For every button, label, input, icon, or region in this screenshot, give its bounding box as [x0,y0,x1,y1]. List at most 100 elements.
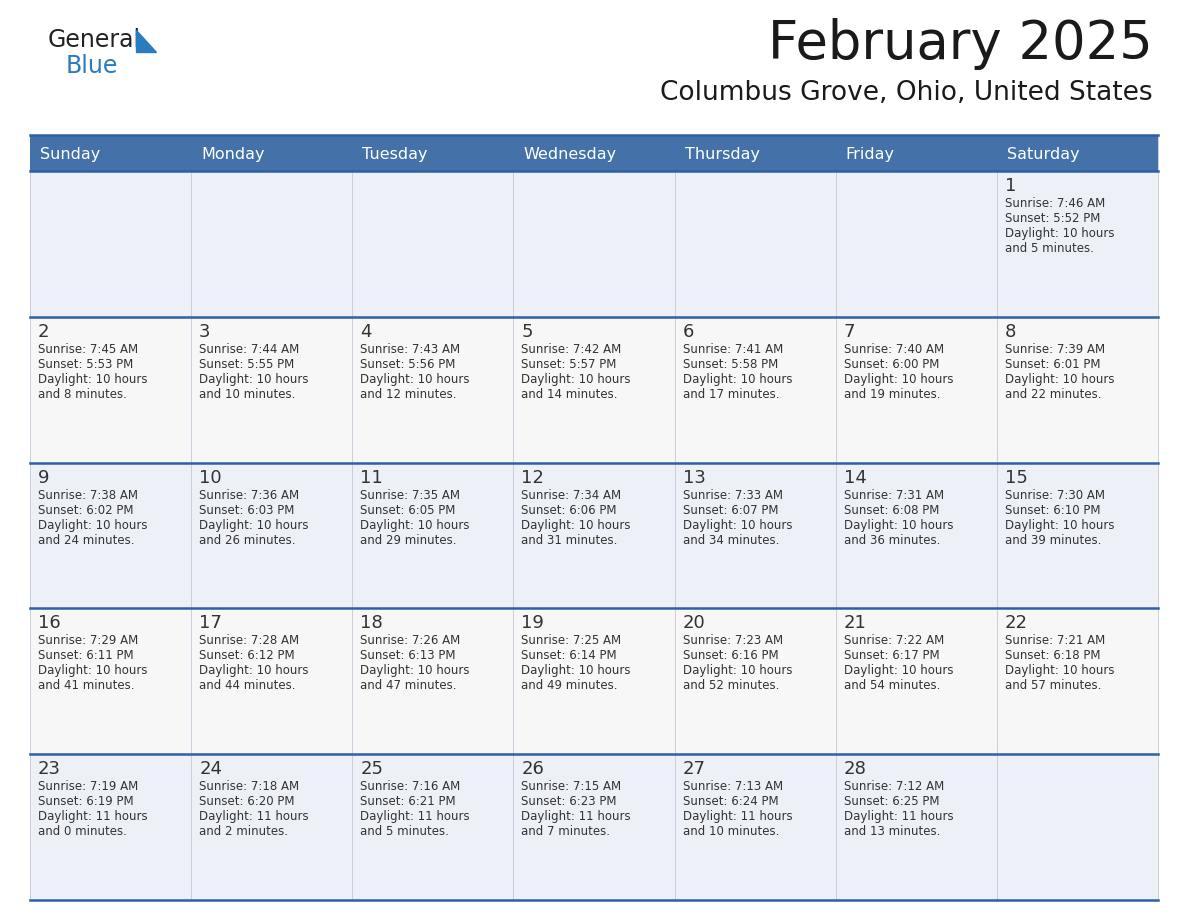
Text: and 47 minutes.: and 47 minutes. [360,679,456,692]
Text: Daylight: 10 hours: Daylight: 10 hours [522,373,631,386]
Text: Sunset: 6:21 PM: Sunset: 6:21 PM [360,795,456,808]
Bar [30,135,1158,171]
Text: Sunrise: 7:30 AM: Sunrise: 7:30 AM [1005,488,1105,501]
Text: Sunrise: 7:41 AM: Sunrise: 7:41 AM [683,342,783,356]
Text: Sunset: 5:58 PM: Sunset: 5:58 PM [683,358,778,371]
Text: Daylight: 10 hours: Daylight: 10 hours [843,665,953,677]
Text: Daylight: 11 hours: Daylight: 11 hours [360,811,470,823]
Text: General: General [48,28,141,52]
Text: Daylight: 10 hours: Daylight: 10 hours [38,519,147,532]
Text: Sunrise: 7:18 AM: Sunrise: 7:18 AM [200,780,299,793]
Text: Sunset: 6:20 PM: Sunset: 6:20 PM [200,795,295,808]
Text: and 13 minutes.: and 13 minutes. [843,825,940,838]
Bar [30,463,1158,609]
Text: and 29 minutes.: and 29 minutes. [360,533,456,546]
Text: and 14 minutes.: and 14 minutes. [522,387,618,401]
Text: 13: 13 [683,468,706,487]
Text: 15: 15 [1005,468,1028,487]
Text: Sunset: 5:55 PM: Sunset: 5:55 PM [200,358,295,371]
Text: Daylight: 10 hours: Daylight: 10 hours [1005,519,1114,532]
Text: and 36 minutes.: and 36 minutes. [843,533,940,546]
Text: 11: 11 [360,468,383,487]
Text: Daylight: 11 hours: Daylight: 11 hours [522,811,631,823]
Text: Sunrise: 7:28 AM: Sunrise: 7:28 AM [200,634,299,647]
Text: Columbus Grove, Ohio, United States: Columbus Grove, Ohio, United States [661,80,1154,106]
Text: Thursday: Thursday [684,147,759,162]
Text: Sunrise: 7:34 AM: Sunrise: 7:34 AM [522,488,621,501]
Text: Sunset: 6:08 PM: Sunset: 6:08 PM [843,504,939,517]
Text: and 12 minutes.: and 12 minutes. [360,387,456,401]
Text: Sunset: 6:17 PM: Sunset: 6:17 PM [843,649,940,663]
Text: and 17 minutes.: and 17 minutes. [683,387,779,401]
Text: 14: 14 [843,468,866,487]
Text: Friday: Friday [846,147,895,162]
Text: Daylight: 10 hours: Daylight: 10 hours [200,519,309,532]
Text: Sunset: 5:53 PM: Sunset: 5:53 PM [38,358,133,371]
Text: and 0 minutes.: and 0 minutes. [38,825,127,838]
Text: and 10 minutes.: and 10 minutes. [683,825,779,838]
Text: Sunrise: 7:45 AM: Sunrise: 7:45 AM [38,342,138,356]
Text: Daylight: 10 hours: Daylight: 10 hours [843,519,953,532]
Text: 23: 23 [38,760,61,778]
Text: Sunset: 6:25 PM: Sunset: 6:25 PM [843,795,940,808]
Text: and 41 minutes.: and 41 minutes. [38,679,134,692]
Text: 16: 16 [38,614,61,633]
Text: Sunset: 5:57 PM: Sunset: 5:57 PM [522,358,617,371]
Text: Sunset: 6:13 PM: Sunset: 6:13 PM [360,649,456,663]
Text: Sunrise: 7:23 AM: Sunrise: 7:23 AM [683,634,783,647]
Text: 12: 12 [522,468,544,487]
Text: Sunrise: 7:12 AM: Sunrise: 7:12 AM [843,780,944,793]
Text: Sunrise: 7:43 AM: Sunrise: 7:43 AM [360,342,461,356]
Text: Sunrise: 7:40 AM: Sunrise: 7:40 AM [843,342,943,356]
Text: Sunrise: 7:21 AM: Sunrise: 7:21 AM [1005,634,1105,647]
Text: and 52 minutes.: and 52 minutes. [683,679,779,692]
Text: Sunset: 6:05 PM: Sunset: 6:05 PM [360,504,456,517]
Text: and 31 minutes.: and 31 minutes. [522,533,618,546]
Text: 2: 2 [38,323,50,341]
Text: Sunrise: 7:13 AM: Sunrise: 7:13 AM [683,780,783,793]
Text: 19: 19 [522,614,544,633]
Text: Saturday: Saturday [1007,147,1080,162]
Text: Sunset: 6:02 PM: Sunset: 6:02 PM [38,504,133,517]
Text: Sunset: 6:03 PM: Sunset: 6:03 PM [200,504,295,517]
Text: Sunrise: 7:15 AM: Sunrise: 7:15 AM [522,780,621,793]
Text: Sunrise: 7:26 AM: Sunrise: 7:26 AM [360,634,461,647]
Text: and 10 minutes.: and 10 minutes. [200,387,296,401]
Text: and 34 minutes.: and 34 minutes. [683,533,779,546]
Text: 8: 8 [1005,323,1016,341]
Text: Sunrise: 7:29 AM: Sunrise: 7:29 AM [38,634,138,647]
Text: Daylight: 10 hours: Daylight: 10 hours [360,519,469,532]
Text: Wednesday: Wednesday [524,147,617,162]
Text: Sunset: 6:06 PM: Sunset: 6:06 PM [522,504,617,517]
Text: Sunset: 6:11 PM: Sunset: 6:11 PM [38,649,133,663]
Text: and 57 minutes.: and 57 minutes. [1005,679,1101,692]
Text: and 22 minutes.: and 22 minutes. [1005,387,1101,401]
Text: and 39 minutes.: and 39 minutes. [1005,533,1101,546]
Text: 21: 21 [843,614,866,633]
Text: and 19 minutes.: and 19 minutes. [843,387,940,401]
Text: Sunset: 6:01 PM: Sunset: 6:01 PM [1005,358,1100,371]
Text: Daylight: 10 hours: Daylight: 10 hours [1005,373,1114,386]
Text: 26: 26 [522,760,544,778]
Text: Sunday: Sunday [40,147,100,162]
Text: 25: 25 [360,760,384,778]
Text: 9: 9 [38,468,50,487]
Text: Monday: Monday [201,147,265,162]
Text: 1: 1 [1005,177,1016,195]
Polygon shape [135,30,156,52]
Text: Daylight: 10 hours: Daylight: 10 hours [1005,665,1114,677]
Text: and 54 minutes.: and 54 minutes. [843,679,940,692]
Text: 20: 20 [683,614,706,633]
Text: Sunset: 6:19 PM: Sunset: 6:19 PM [38,795,133,808]
Text: and 44 minutes.: and 44 minutes. [200,679,296,692]
Text: and 5 minutes.: and 5 minutes. [1005,242,1094,255]
Text: Sunrise: 7:33 AM: Sunrise: 7:33 AM [683,488,783,501]
Text: Sunrise: 7:19 AM: Sunrise: 7:19 AM [38,780,138,793]
Text: Daylight: 10 hours: Daylight: 10 hours [38,665,147,677]
Text: Daylight: 10 hours: Daylight: 10 hours [360,373,469,386]
Text: Sunset: 6:10 PM: Sunset: 6:10 PM [1005,504,1100,517]
Text: and 2 minutes.: and 2 minutes. [200,825,289,838]
Bar [30,755,1158,900]
Text: Daylight: 11 hours: Daylight: 11 hours [843,811,953,823]
Text: Daylight: 11 hours: Daylight: 11 hours [38,811,147,823]
